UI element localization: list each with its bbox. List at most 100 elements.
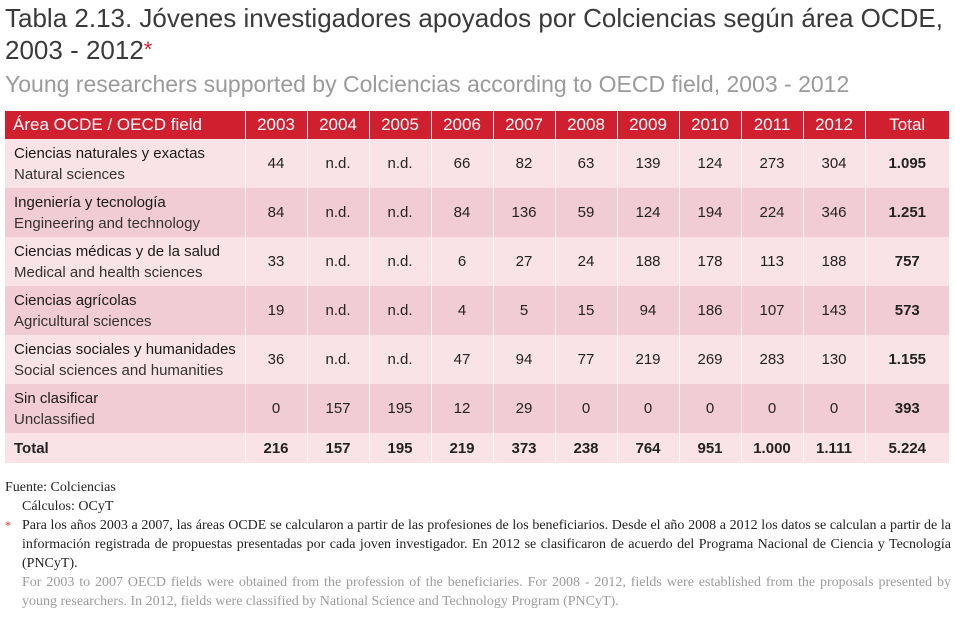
table-row: Ciencias agrícolas Agricultural sciences 1…	[5, 286, 949, 335]
value-cell: 113	[740, 237, 803, 286]
value-cell: 0	[678, 384, 741, 433]
value-cell: 84	[430, 188, 493, 237]
table-row: Ciencias sociales y humanidades Social sc…	[5, 335, 949, 384]
value-cell: 157	[306, 384, 369, 433]
value-cell: n.d.	[368, 286, 431, 335]
value-cell: 283	[740, 335, 803, 384]
total-row: Total 216 157 195 219 373 238 764 951 1.000 1.111 5…	[5, 433, 949, 463]
row-area-cell: Ciencias agrícolas Agricultural sciences	[5, 286, 245, 335]
table-subtitle: Young researchers supported by Colcienci…	[5, 71, 850, 97]
table-row: Ingeniería y tecnología Engineering and t…	[5, 188, 949, 237]
column-header-2009: 2009	[616, 111, 679, 139]
footnote-es: * Para los años 2003 a 2007, las áreas OC…	[5, 516, 951, 573]
row-area-cell: Sin clasificar Unclassified	[5, 384, 245, 433]
row-total-cell: 393	[864, 384, 949, 433]
area-name-en: Social sciences and humanities	[14, 361, 224, 379]
area-name-es: Ciencias naturales y exactas	[14, 144, 205, 162]
value-cell: 59	[554, 188, 617, 237]
value-cell: 63	[554, 139, 617, 188]
value-cell: 44	[244, 139, 307, 188]
value-cell: n.d.	[306, 237, 369, 286]
value-cell: 346	[802, 188, 865, 237]
footnote-asterisk: *	[5, 518, 11, 532]
value-cell: 94	[492, 335, 555, 384]
value-cell: 27	[492, 237, 555, 286]
total-label: Total	[5, 433, 245, 463]
value-cell: n.d.	[306, 188, 369, 237]
value-cell: n.d.	[368, 335, 431, 384]
area-name-es: Ciencias médicas y de la salud	[14, 242, 220, 260]
value-cell: n.d.	[306, 335, 369, 384]
value-cell: 194	[678, 188, 741, 237]
total-value-cell: 764	[616, 433, 679, 463]
value-cell: 24	[554, 237, 617, 286]
total-value-cell: 1.000	[740, 433, 803, 463]
value-cell: 139	[616, 139, 679, 188]
row-total-cell: 1.095	[864, 139, 949, 188]
value-cell: 82	[492, 139, 555, 188]
value-cell: 304	[802, 139, 865, 188]
total-value-cell: 951	[678, 433, 741, 463]
area-name-es: Sin clasificar	[14, 389, 99, 407]
notes: Fuente: Colciencias Cálculos: OCyT * Para…	[5, 478, 951, 611]
row-area-cell: Ciencias sociales y humanidades Social sc…	[5, 335, 245, 384]
total-value-cell: 157	[306, 433, 369, 463]
value-cell: 15	[554, 286, 617, 335]
total-value-cell: 195	[368, 433, 431, 463]
row-area-cell: Ciencias naturales y exactas Natural scie…	[5, 139, 245, 188]
table-row: Ciencias médicas y de la salud Medical an…	[5, 237, 949, 286]
total-value-cell: 216	[244, 433, 307, 463]
column-header-2008: 2008	[554, 111, 617, 139]
value-cell: n.d.	[306, 139, 369, 188]
row-total-cell: 1.251	[864, 188, 949, 237]
value-cell: 94	[616, 286, 679, 335]
column-header-2003: 2003	[244, 111, 307, 139]
value-cell: 29	[492, 384, 555, 433]
column-header-2006: 2006	[430, 111, 493, 139]
value-cell: 195	[368, 384, 431, 433]
column-header-2007: 2007	[492, 111, 555, 139]
value-cell: 19	[244, 286, 307, 335]
total-value-cell: 219	[430, 433, 493, 463]
value-cell: 36	[244, 335, 307, 384]
column-header-2010: 2010	[678, 111, 741, 139]
value-cell: n.d.	[368, 237, 431, 286]
value-cell: 178	[678, 237, 741, 286]
value-cell: 47	[430, 335, 493, 384]
value-cell: 186	[678, 286, 741, 335]
row-area-cell: Ciencias médicas y de la salud Medical an…	[5, 237, 245, 286]
data-table: Área OCDE / OECD field 2003 2004 2005 2006 20…	[5, 111, 949, 463]
value-cell: 124	[678, 139, 741, 188]
value-cell: n.d.	[306, 286, 369, 335]
value-cell: 0	[244, 384, 307, 433]
column-header-2012: 2012	[802, 111, 865, 139]
total-value-cell: 373	[492, 433, 555, 463]
table-body: Ciencias naturales y exactas Natural scie…	[5, 139, 949, 463]
area-name-en: Unclassified	[14, 410, 95, 428]
table-row: Sin clasificar Unclassified 0 157 195 12 29 0 0 0…	[5, 384, 949, 433]
area-name-es: Ciencias agrícolas	[14, 291, 137, 309]
area-name-es: Ciencias sociales y humanidades	[14, 340, 236, 358]
value-cell: 143	[802, 286, 865, 335]
value-cell: 12	[430, 384, 493, 433]
value-cell: 130	[802, 335, 865, 384]
value-cell: 4	[430, 286, 493, 335]
value-cell: n.d.	[368, 188, 431, 237]
column-header-total: Total	[864, 111, 949, 139]
row-total-cell: 1.155	[864, 335, 949, 384]
value-cell: 77	[554, 335, 617, 384]
column-header-2011: 2011	[740, 111, 803, 139]
value-cell: n.d.	[368, 139, 431, 188]
value-cell: 33	[244, 237, 307, 286]
value-cell: 0	[616, 384, 679, 433]
value-cell: 136	[492, 188, 555, 237]
value-cell: 66	[430, 139, 493, 188]
row-total-cell: 757	[864, 237, 949, 286]
table-title-text: Tabla 2.13. Jóvenes investigadores apoya…	[5, 3, 943, 65]
value-cell: 224	[740, 188, 803, 237]
calc-note: Cálculos: OCyT	[22, 499, 114, 514]
value-cell: 0	[740, 384, 803, 433]
column-header-area: Área OCDE / OECD field	[5, 111, 245, 139]
column-header-2005: 2005	[368, 111, 431, 139]
value-cell: 6	[430, 237, 493, 286]
